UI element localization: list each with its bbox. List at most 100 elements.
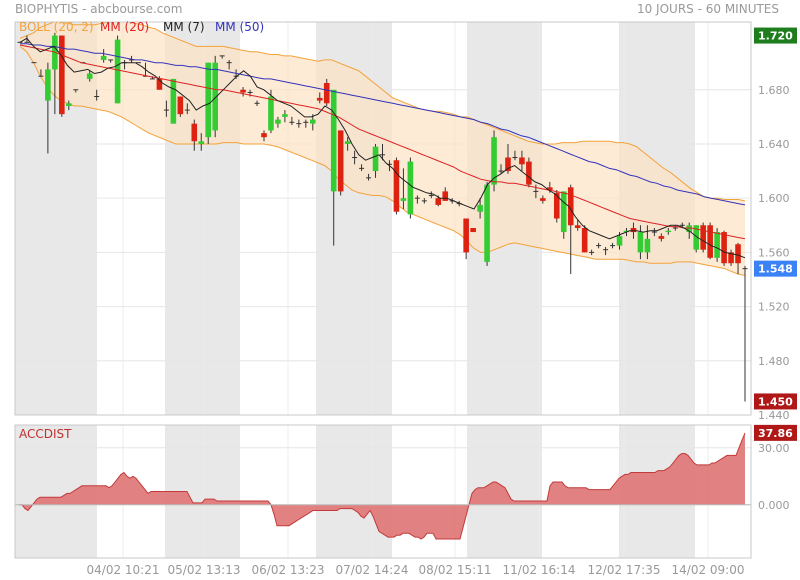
x-tick-label: 05/02 13:13 — [168, 563, 241, 577]
panel-frames — [14, 21, 752, 559]
candle — [268, 89, 274, 134]
candle-body — [59, 35, 65, 115]
low-badge-bg — [754, 393, 797, 410]
low-badge-text: 1.450 — [758, 395, 793, 408]
candle — [303, 119, 309, 128]
candle — [735, 242, 741, 275]
candle-body — [519, 157, 525, 165]
candle — [540, 195, 546, 204]
candle — [393, 157, 400, 215]
candle — [170, 78, 177, 124]
high-badge: 1.720 — [754, 27, 797, 44]
candle — [603, 246, 609, 256]
candle-body — [616, 236, 623, 246]
candle — [610, 242, 616, 249]
x-tick-label: 14/02 09:00 — [672, 563, 745, 577]
candle-body — [170, 78, 177, 124]
candle-body — [282, 114, 288, 117]
candle-body — [407, 161, 414, 215]
accdist-line — [19, 432, 746, 540]
candle-body — [714, 232, 720, 258]
candle-body — [707, 225, 713, 258]
x-tick-label: 12/02 17:35 — [588, 563, 661, 577]
candle-body — [400, 198, 407, 201]
candle — [38, 69, 44, 77]
x-tick-label: 08/02 15:11 — [419, 563, 492, 577]
indicator-legend: BOLL (20, 2) MM (20) MM (7) MM (50) — [19, 20, 264, 34]
candle — [344, 137, 351, 151]
candle-body — [323, 82, 330, 104]
candle-body — [261, 133, 267, 138]
candle — [637, 225, 644, 260]
legend-item: BOLL (20, 2) — [19, 20, 94, 34]
legend-item: MM (7) — [163, 20, 205, 34]
candle — [359, 164, 365, 172]
accdist-badge: 37.86 — [754, 424, 797, 441]
candle — [372, 143, 379, 178]
accdist-badge-bg — [754, 424, 797, 441]
candle-body — [344, 141, 351, 144]
y-tick-label: 1.640 — [758, 138, 790, 151]
candle — [414, 195, 420, 204]
low-badge: 1.450 — [754, 393, 797, 410]
candlesticks — [17, 32, 748, 402]
candle-body — [477, 204, 483, 212]
candle-body — [268, 96, 274, 131]
last-badge: 1.548 — [754, 260, 797, 277]
price-frame — [14, 21, 752, 416]
candle — [728, 249, 734, 266]
period-label: 10 JOURS - 60 MINUTES — [637, 2, 779, 16]
candle — [581, 225, 588, 253]
candle — [289, 116, 295, 125]
bollinger-lower — [19, 46, 746, 276]
candle-body — [581, 227, 588, 253]
y-tick-label: 1.680 — [758, 84, 790, 97]
y-axis-labels: 1.440 1.480 1.520 1.560 1.600 1.640 1.680 30.00… — [758, 84, 790, 512]
candle — [366, 173, 372, 181]
candle-body — [205, 62, 212, 138]
candle-body — [330, 89, 337, 192]
candle — [707, 222, 713, 260]
y-tick-label: 1.440 — [758, 409, 790, 422]
candle-body — [470, 227, 476, 233]
candle-body — [644, 238, 651, 253]
candle — [484, 181, 490, 266]
candle — [94, 89, 100, 101]
accdist-fill — [19, 432, 745, 539]
candle — [114, 35, 121, 104]
candle — [512, 150, 518, 161]
candle — [65, 100, 72, 111]
candle — [428, 191, 434, 199]
candle — [177, 96, 184, 117]
accdist-frame — [14, 424, 752, 559]
candle — [519, 150, 525, 172]
candle — [596, 242, 602, 249]
candle-body — [156, 78, 163, 90]
candle-body — [658, 236, 665, 239]
candle-body — [100, 55, 107, 60]
candle — [296, 119, 302, 128]
candle-body — [630, 227, 637, 233]
bollinger-upper — [19, 21, 746, 202]
candle-body — [240, 89, 246, 93]
candle-body — [65, 103, 72, 107]
accdist-y-tick-label: 0.000 — [758, 499, 790, 512]
last-badge-text: 1.548 — [758, 263, 793, 276]
candle-body — [484, 184, 490, 262]
accdist-y-tick-label: 30.00 — [758, 442, 790, 455]
candle — [400, 168, 407, 210]
candle — [86, 70, 93, 82]
candle-body — [491, 137, 497, 185]
candle-body — [275, 119, 281, 124]
ma50-line — [20, 43, 746, 206]
candle — [45, 62, 51, 154]
candle-body — [540, 198, 546, 201]
candle — [59, 35, 65, 117]
candle-body — [45, 69, 51, 101]
candle — [742, 265, 748, 402]
candle-body — [393, 160, 400, 212]
candle-body — [700, 225, 706, 250]
candle-body — [526, 161, 532, 185]
candle — [533, 184, 539, 199]
